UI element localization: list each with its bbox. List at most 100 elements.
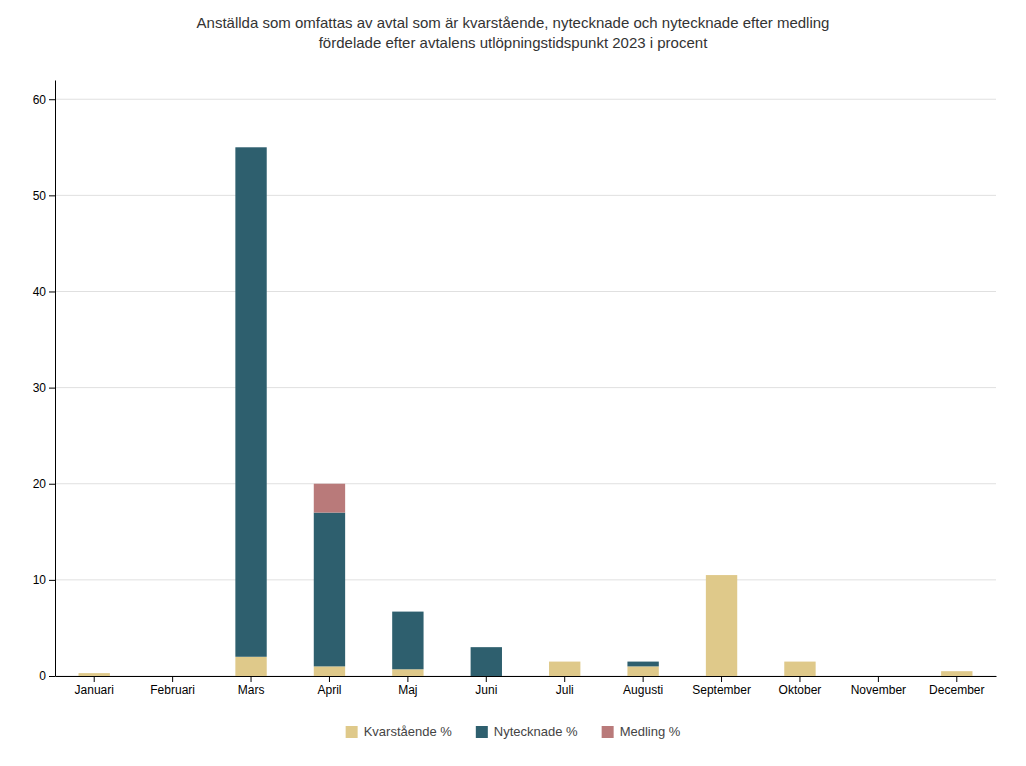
tick-mark: [49, 99, 55, 100]
bar: [941, 671, 972, 676]
tick-mark: [49, 580, 55, 581]
tick-label: Mars: [238, 683, 265, 697]
axis-line: [55, 81, 56, 677]
tick-label: Maj: [398, 683, 417, 697]
x-axis: Januari Februari Mars April Maj Juni Juli Augus…: [56, 676, 997, 697]
tick: 20: [33, 477, 55, 491]
legend-label: Medling %: [620, 724, 681, 739]
tick: Maj: [398, 676, 417, 697]
bar: [79, 673, 110, 674]
tick-mark: [251, 676, 252, 682]
bar: [627, 666, 658, 676]
tick: Januari: [75, 676, 114, 697]
series: [79, 575, 973, 676]
tick: September: [692, 676, 751, 697]
tick-mark: [172, 676, 173, 682]
grid-line: [55, 387, 996, 388]
tick: Augusti: [623, 676, 663, 697]
grid: [55, 99, 996, 676]
title: Anställda som omfattas av avtal som är k…: [197, 14, 830, 51]
tick: Juli: [556, 676, 574, 697]
tick-label: 10: [33, 573, 47, 587]
tick-mark: [564, 676, 565, 682]
bar: [157, 676, 188, 677]
grid-line: [55, 99, 996, 100]
tick-mark: [49, 195, 55, 196]
bar: [471, 647, 502, 648]
series: [314, 484, 345, 513]
tick-mark: [94, 676, 95, 682]
bar: [392, 611, 423, 612]
tick: Mars: [238, 676, 265, 697]
plot: 0102030405060JanuariFebruariMarsAprilMaj…: [33, 81, 997, 697]
legend-item: Medling %: [602, 724, 681, 739]
legend-item: Kvarstående %: [346, 724, 453, 739]
bar: [79, 673, 110, 674]
tick-label: Juli: [556, 683, 574, 697]
grid-line: [55, 291, 996, 292]
tick: Oktober: [779, 676, 822, 697]
bar: [706, 575, 737, 676]
bars: [79, 147, 973, 676]
tick-mark: [329, 676, 330, 682]
tick-label: 30: [33, 381, 47, 395]
bar: [863, 676, 894, 677]
tick-label: Januari: [75, 683, 114, 697]
tick-label: 20: [33, 477, 47, 491]
tick-mark: [878, 676, 879, 682]
tick-label: 60: [33, 93, 47, 107]
bar: [314, 484, 345, 513]
tick: 60: [33, 93, 55, 107]
tick-label: December: [929, 683, 984, 697]
tick-mark: [49, 484, 55, 485]
chart: Anställda som omfattas av avtal som är k…: [0, 0, 1026, 766]
bar: [627, 661, 658, 662]
bar: [549, 662, 580, 676]
tick: 10: [33, 573, 55, 587]
bar: [314, 513, 345, 667]
tick-label: Augusti: [623, 683, 663, 697]
legend-item: Nytecknade %: [476, 724, 578, 739]
tick-label: 50: [33, 189, 47, 203]
tick-label: Februari: [150, 683, 195, 697]
bar: [706, 575, 737, 576]
tick-label: Juni: [475, 683, 497, 697]
tick-label: April: [317, 683, 341, 697]
tick: 0: [39, 669, 55, 683]
y-axis: 0102030405060: [33, 81, 56, 684]
bar: [627, 662, 658, 667]
legend-label: Kvarstående %: [364, 724, 453, 739]
bar: [157, 676, 188, 677]
bar: [549, 661, 580, 662]
legend: Kvarstående % Nytecknade % Medling %: [346, 724, 681, 739]
tick-mark: [49, 676, 55, 677]
bar: [549, 661, 580, 662]
bar: [863, 676, 894, 677]
grid-line: [55, 195, 996, 196]
bar: [392, 669, 423, 676]
tick-label: September: [692, 683, 751, 697]
bar: [79, 673, 110, 676]
grid-line: [55, 483, 996, 484]
axis-line: [56, 676, 997, 677]
tick-mark: [956, 676, 957, 682]
tick-mark: [486, 676, 487, 682]
tick: 50: [33, 189, 55, 203]
tick-mark: [643, 676, 644, 682]
tick-label: November: [851, 683, 906, 697]
tick: Juni: [475, 676, 497, 697]
tick: 30: [33, 381, 55, 395]
tick: Februari: [150, 676, 195, 697]
tick-mark: [799, 676, 800, 682]
bar: [941, 671, 972, 672]
tick-label: Oktober: [779, 683, 822, 697]
bar: [157, 676, 188, 677]
grid-line: [55, 676, 996, 677]
bar: [784, 661, 815, 662]
legend-swatch: [346, 726, 358, 738]
tick-mark: [49, 388, 55, 389]
legend-label: Nytecknade %: [494, 724, 578, 739]
legend-swatch: [476, 726, 488, 738]
tick-label: 0: [39, 669, 46, 683]
bar: [784, 662, 815, 676]
